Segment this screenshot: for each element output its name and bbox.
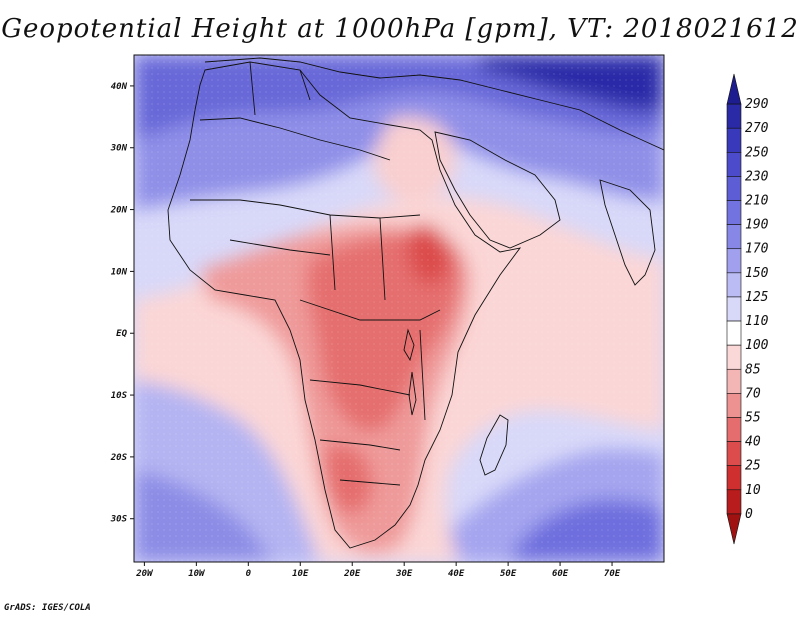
colorbar-label: 110 — [745, 314, 769, 329]
colorbar-label: 270 — [745, 121, 769, 136]
lon-tick-label: 20E — [343, 569, 361, 579]
madagascar-coastline — [479, 414, 509, 476]
colorbar-swatch — [726, 417, 742, 442]
colorbar-swatch — [726, 441, 742, 466]
lat-tick-label: 20N — [110, 206, 128, 216]
colorbar-swatch — [726, 393, 742, 418]
colorbar-label: 70 — [745, 386, 761, 401]
contour-field — [134, 55, 664, 562]
lon-tick-label: 10E — [292, 569, 309, 579]
europe-coastline — [204, 57, 664, 151]
colorbar-swatch — [726, 513, 742, 545]
lon-axis: 20W 10W 0 10E 20E 30E 40E 50E 60E 70E — [135, 562, 621, 579]
arabia-coastline — [434, 131, 561, 249]
colorbar-swatch — [726, 320, 742, 346]
mediterranean-borders — [199, 61, 391, 161]
lon-tick-label: 0 — [246, 569, 252, 579]
africa-borders — [190, 199, 441, 486]
colorbar-label: 100 — [745, 338, 769, 353]
colorbar-label: 55 — [745, 410, 761, 425]
colorbar-swatch — [726, 176, 742, 201]
colorbar-swatch — [726, 368, 742, 394]
lat-axis: 40N 30N 20N 10N EQ 10S 20S 30S — [110, 82, 134, 525]
field-texture — [134, 55, 664, 562]
colorbar-swatch — [726, 489, 742, 515]
chart-title: Geopotential Height at 1000hPa [gpm], VT… — [1, 14, 799, 44]
credit-label: GrADS: IGES/COLA — [4, 603, 91, 613]
lon-tick-label: 70E — [604, 569, 621, 579]
colorbar-label: 250 — [745, 145, 769, 160]
lon-tick-label: 20W — [135, 569, 154, 579]
colorbar-label: 150 — [745, 266, 769, 281]
great-lakes — [403, 328, 417, 416]
colorbar-label: 0 — [745, 507, 753, 522]
lon-tick-label: 10W — [188, 569, 206, 579]
colorbar-swatch — [726, 73, 742, 105]
colorbar-label: 230 — [745, 169, 769, 184]
colorbar-label: 125 — [745, 290, 769, 305]
colorbar-swatch — [726, 127, 742, 153]
lat-tick-label: 30S — [110, 515, 128, 525]
lon-tick-label: 60E — [552, 569, 569, 579]
colorbar-label: 170 — [745, 242, 769, 257]
colorbar-swatch — [726, 103, 742, 129]
colorbar-label: 10 — [745, 483, 761, 498]
colorbar-swatch — [726, 296, 742, 322]
colorbar-swatch — [726, 344, 742, 370]
colorbar-swatch — [726, 200, 742, 225]
colorbar-swatch — [726, 224, 742, 250]
lon-tick-label: 40E — [448, 569, 465, 579]
colorbar: 2902702502302101901701501251101008570554… — [726, 73, 769, 545]
lat-tick-label: 20S — [110, 453, 128, 463]
colorbar-swatch — [726, 272, 742, 298]
colorbar-swatch — [726, 465, 742, 491]
india-coastline — [599, 179, 656, 286]
lat-tick-label: 10S — [111, 391, 128, 401]
colorbar-label: 25 — [745, 459, 761, 474]
colorbar-label: 85 — [745, 362, 761, 377]
africa-coastline — [167, 61, 522, 549]
colorbar-swatch — [726, 152, 742, 177]
coastlines — [167, 57, 664, 549]
lon-tick-label: 50E — [500, 569, 517, 579]
colorbar-label: 40 — [745, 435, 761, 450]
lon-tick-label: 30E — [395, 569, 413, 579]
lat-tick-label: EQ — [116, 329, 127, 339]
colorbar-label: 290 — [745, 97, 769, 112]
colorbar-label: 190 — [745, 218, 769, 233]
lat-tick-label: 30N — [110, 144, 128, 154]
colorbar-swatch — [726, 248, 742, 274]
lat-tick-label: 40N — [111, 82, 128, 92]
map-frame — [133, 54, 665, 563]
colorbar-label: 210 — [745, 194, 769, 209]
lat-tick-label: 10N — [111, 267, 128, 277]
